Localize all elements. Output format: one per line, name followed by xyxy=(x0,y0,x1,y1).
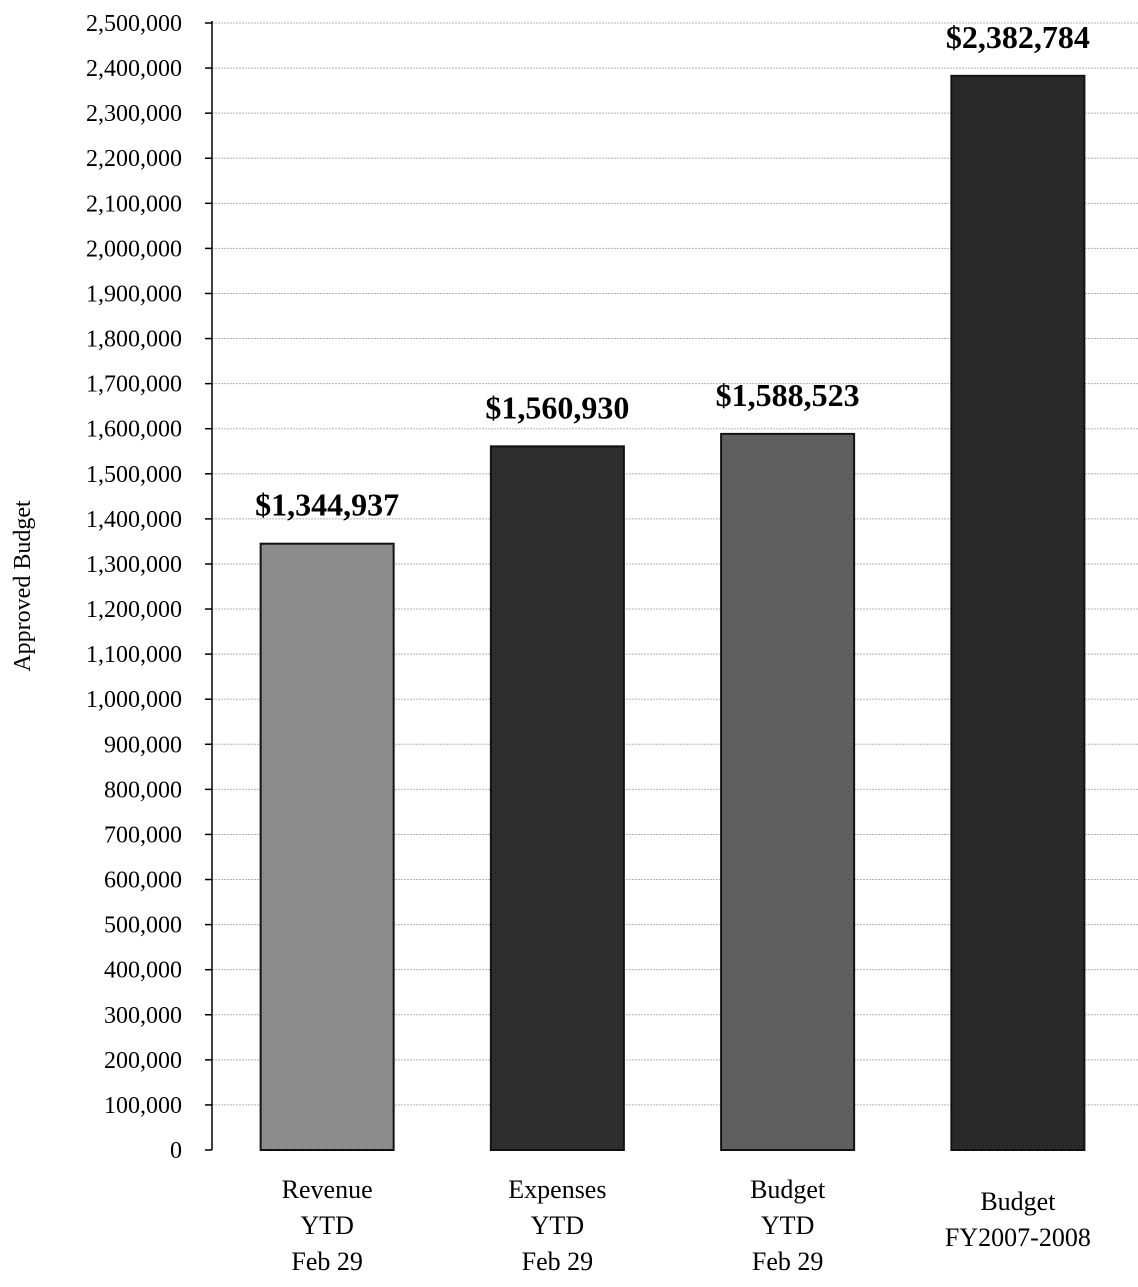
y-tick-label: 1,600,000 xyxy=(86,417,182,443)
y-tick-label: 2,100,000 xyxy=(86,191,182,217)
y-tick-label: 300,000 xyxy=(104,1003,182,1029)
category-label: YTD xyxy=(300,1211,353,1240)
y-tick-label: 2,500,000 xyxy=(86,11,182,37)
bars xyxy=(259,74,1086,1152)
bar-texture xyxy=(951,75,1085,1151)
data-label: $1,588,523 xyxy=(716,377,860,413)
data-labels: $1,344,937 $1,560,930 $1,588,523 $2,382,784 xyxy=(255,19,1090,523)
y-tick-label: 0 xyxy=(170,1138,182,1164)
y-tick-label: 2,000,000 xyxy=(86,236,182,262)
data-label: $1,560,930 xyxy=(485,389,629,425)
category-label: FY2007-2008 xyxy=(945,1223,1091,1252)
category-label: Feb 29 xyxy=(522,1247,594,1276)
category-label: Revenue xyxy=(282,1175,373,1204)
category-label: Feb 29 xyxy=(291,1247,363,1276)
y-tick-label: 1,100,000 xyxy=(86,642,182,668)
y-tick-label: 2,400,000 xyxy=(86,56,182,82)
y-tick-label: 1,700,000 xyxy=(86,372,182,398)
bar-texture xyxy=(260,543,394,1150)
y-axis-title: Approved Budget xyxy=(10,500,36,672)
bar-texture xyxy=(721,433,855,1151)
data-label: $1,344,937 xyxy=(255,487,399,523)
y-tick-label: 1,300,000 xyxy=(86,552,182,578)
category-label: Budget xyxy=(750,1175,826,1204)
bar-texture xyxy=(490,446,624,1150)
y-tick-label: 2,200,000 xyxy=(86,146,182,172)
axes: 0 100,000 200,000 300,000 400,000 500,000 600,… xyxy=(86,11,213,1164)
category-label: YTD xyxy=(761,1211,814,1240)
y-tick-label: 600,000 xyxy=(104,868,182,894)
y-tick-label: 1,000,000 xyxy=(86,687,182,713)
y-tick-label: 2,300,000 xyxy=(86,101,182,127)
y-tick-label: 100,000 xyxy=(104,1093,182,1119)
y-tick-label: 200,000 xyxy=(104,1048,182,1074)
category-labels: Revenue YTD Feb 29 Expenses YTD Feb 29 Budget Y… xyxy=(282,1175,1091,1276)
y-tick-label: 1,900,000 xyxy=(86,281,182,307)
category-label: Expenses xyxy=(508,1175,606,1204)
category-label: Budget xyxy=(980,1187,1056,1216)
y-tick-label: 1,200,000 xyxy=(86,597,182,623)
y-tick-label: 1,800,000 xyxy=(86,327,182,353)
category-label: YTD xyxy=(531,1211,584,1240)
y-tick-label: 400,000 xyxy=(104,958,182,984)
category-label: Feb 29 xyxy=(752,1247,824,1276)
y-tick-label: 1,400,000 xyxy=(86,507,182,533)
y-tick-label: 800,000 xyxy=(104,777,182,803)
y-tick-label: 500,000 xyxy=(104,913,182,939)
y-tick-label: 1,500,000 xyxy=(86,462,182,488)
y-tick-label: 900,000 xyxy=(104,732,182,758)
data-label: $2,382,784 xyxy=(946,19,1090,55)
y-tick-label: 700,000 xyxy=(104,822,182,848)
